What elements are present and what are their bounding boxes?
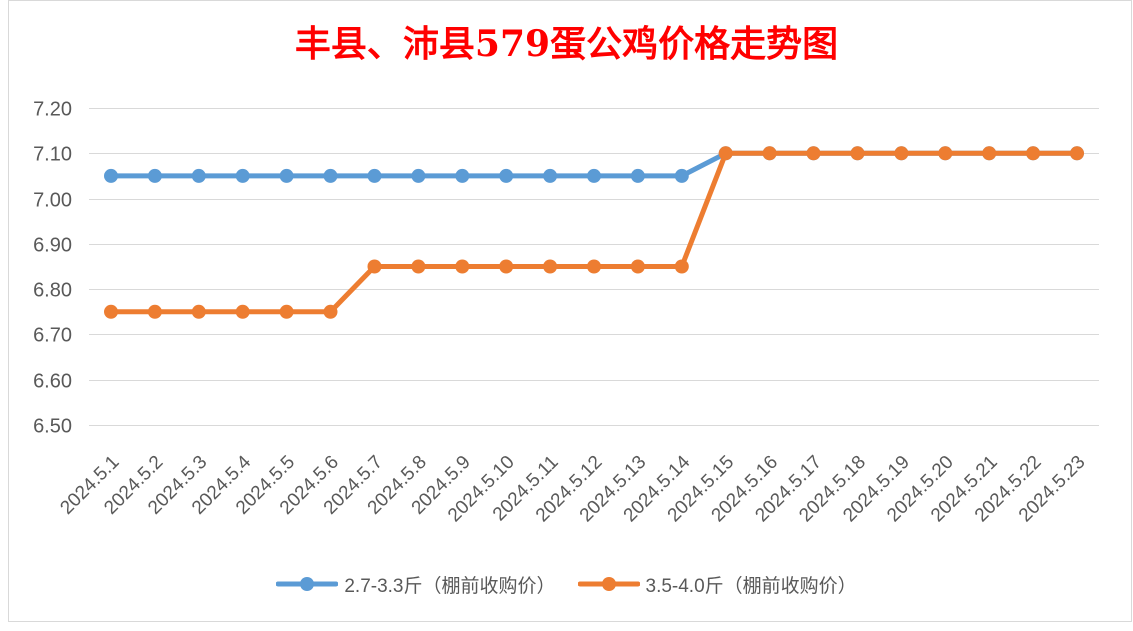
data-point (850, 146, 865, 161)
data-point (762, 146, 777, 161)
data-point (718, 146, 733, 161)
data-point (147, 304, 162, 319)
data-point (543, 168, 558, 183)
legend: 2.7-3.3斤（棚前收购价） 3.5-4.0斤（棚前收购价） (0, 570, 1133, 598)
y-tick-label: 7.20 (33, 99, 72, 121)
y-axis: 6.50 6.60 6.70 6.80 6.90 7.00 7.10 7.20 (33, 99, 72, 438)
data-point (630, 259, 645, 274)
y-tick-label: 6.80 (33, 280, 72, 302)
data-point (104, 168, 118, 183)
data-point (674, 259, 689, 274)
data-point (279, 168, 294, 183)
data-point (499, 259, 514, 274)
series-2 (104, 146, 1084, 319)
data-point (806, 146, 821, 161)
data-point (191, 168, 206, 183)
legend-label: 2.7-3.3斤（棚前收购价） (344, 575, 556, 597)
data-point (367, 168, 382, 183)
y-tick-label: 6.90 (33, 235, 72, 257)
data-point (367, 259, 382, 274)
data-point (191, 304, 206, 319)
data-point (982, 146, 997, 161)
data-point (411, 168, 426, 183)
legend-label: 3.5-4.0斤（棚前收购价） (645, 575, 857, 597)
chart-title: 丰县、沛县579蛋公鸡价格走势图 (294, 23, 839, 65)
y-tick-label: 7.00 (33, 190, 72, 212)
data-point (1070, 146, 1084, 161)
legend-item-series-1: 2.7-3.3斤（棚前收购价） (276, 571, 556, 598)
data-point (235, 304, 250, 319)
x-axis: 2024.5.12024.5.22024.5.32024.5.42024.5.5… (56, 451, 1089, 526)
data-point (104, 304, 118, 319)
data-point (1026, 146, 1041, 161)
data-point (235, 168, 250, 183)
legend-marker-line (276, 577, 339, 591)
data-point (323, 304, 338, 319)
data-point (894, 146, 909, 161)
data-point (587, 168, 601, 183)
y-tick-label: 7.10 (33, 144, 72, 166)
data-point (674, 168, 689, 183)
legend-item-series-2: 3.5-4.0斤（棚前收购价） (577, 571, 857, 598)
data-point (938, 146, 953, 161)
y-tick-label: 6.70 (33, 325, 72, 347)
data-point (630, 168, 645, 183)
y-tick-label: 6.60 (33, 371, 72, 393)
data-point (543, 259, 558, 274)
data-point (587, 259, 601, 274)
data-point (499, 168, 514, 183)
data-point (455, 168, 470, 183)
data-point (455, 259, 470, 274)
data-point (323, 168, 338, 183)
data-point (279, 304, 294, 319)
data-point (411, 259, 426, 274)
y-tick-label: 6.50 (33, 416, 72, 438)
data-point (147, 168, 162, 183)
legend-marker-line (577, 577, 640, 591)
